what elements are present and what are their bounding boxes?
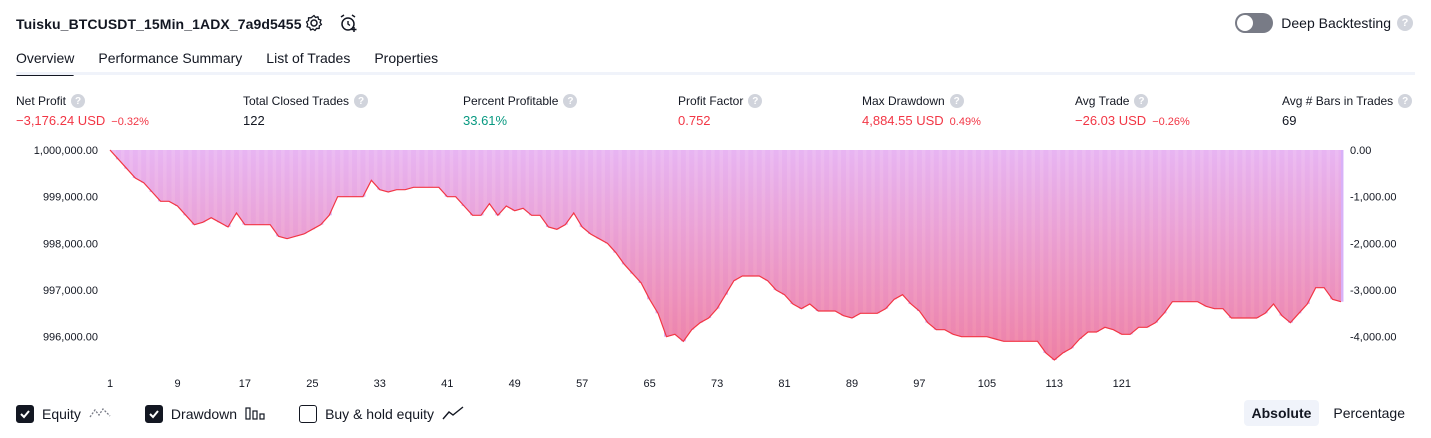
metric-label: Avg Trade (1075, 94, 1130, 108)
question-icon[interactable]: ? (1398, 94, 1413, 108)
metric-value: −3,176.24 USD (16, 113, 106, 128)
drawdown-bars-icon (245, 406, 265, 423)
x-axis-label: 1 (107, 378, 113, 390)
x-axis-label: 33 (374, 378, 386, 390)
absolute-button[interactable]: Absolute (1243, 400, 1320, 426)
metric-label: Percent Profitable (463, 94, 559, 108)
metric-label: Max Drawdown (862, 94, 945, 108)
metrics-row: Net Profit? −3,176.24 USD −0.32% Total Cl… (0, 92, 1431, 132)
metric-percent-profitable: Percent Profitable? 33.61% (463, 92, 578, 128)
left-axis-label: 996,000.00 (43, 332, 98, 344)
tab-performance-summary[interactable]: Performance Summary (98, 50, 243, 66)
left-axis-label: 999,000.00 (43, 192, 98, 204)
metric-value: 4,884.55 USD (862, 113, 944, 128)
equity-checkbox[interactable] (16, 405, 34, 423)
drawdown-checkbox[interactable] (144, 405, 163, 423)
drawdown-label: Drawdown (170, 406, 238, 422)
metric-net-profit: Net Profit? −3,176.24 USD −0.32% (16, 92, 149, 128)
trend-line-icon (442, 405, 464, 423)
right-axis-label: 0.00 (1350, 145, 1371, 157)
x-axis-label: 41 (441, 378, 453, 390)
equity-toggle[interactable]: Equity (16, 405, 111, 423)
strategy-title: Tuisku_BTCUSDT_15Min_1ADX_7a9d5455 (16, 16, 302, 32)
right-axis-label: -4,000.00 (1350, 332, 1396, 344)
question-icon[interactable]: ? (949, 94, 964, 108)
metric-avg-trade: Avg Trade? −26.03 USD −0.26% (1075, 92, 1190, 128)
drawdown-toggle[interactable]: Drawdown (144, 405, 265, 423)
equity-area (110, 150, 1341, 360)
equity-line (109, 149, 1342, 361)
metric-max-drawdown: Max Drawdown? 4,884.55 USD 0.49% (862, 92, 981, 128)
x-axis-label: 25 (306, 378, 318, 390)
question-icon[interactable]: ? (71, 94, 86, 108)
metric-value: 69 (1282, 113, 1297, 128)
right-axis-label: -1,000.00 (1350, 192, 1396, 204)
tab-properties[interactable]: Properties (374, 50, 439, 66)
x-axis-label: 121 (1113, 378, 1131, 390)
metric-value: 0.752 (678, 113, 711, 128)
x-axis-label: 73 (711, 378, 723, 390)
chart-legend: Equity Drawdown Buy & hold equity (16, 402, 498, 426)
x-axis-label: 17 (239, 378, 251, 390)
metric-label: Avg # Bars in Trades (1282, 94, 1394, 108)
scale-mode-switch: Absolute Percentage (1238, 400, 1414, 426)
metric-total-closed-trades: Total Closed Trades? 122 (243, 92, 369, 128)
equity-drawdown-chart[interactable]: 1,000,000.00 999,000.00 998,000.00 997,000.… (0, 138, 1431, 393)
x-axis-label: 65 (643, 378, 655, 390)
x-axis-label: 105 (978, 378, 996, 390)
buyhold-toggle[interactable]: Buy & hold equity (299, 405, 464, 423)
left-axis-label: 997,000.00 (43, 285, 98, 297)
chart-canvas: 1,000,000.00 999,000.00 998,000.00 997,000.… (34, 145, 1397, 390)
deep-backtesting-toggle[interactable] (1235, 13, 1274, 33)
alarm-clock-plus-icon[interactable] (337, 12, 359, 34)
equity-line-icon (89, 406, 111, 423)
right-axis-label: -2,000.00 (1350, 238, 1396, 250)
x-axis-label: 113 (1046, 378, 1064, 390)
metric-percent: 0.49% (949, 116, 981, 128)
question-icon[interactable]: ? (748, 94, 763, 108)
metric-label: Net Profit (16, 94, 67, 108)
left-axis-label: 1,000,000.00 (34, 145, 98, 157)
metric-value: −26.03 USD (1075, 113, 1147, 128)
x-axis-label: 49 (509, 378, 521, 390)
metric-profit-factor: Profit Factor? 0.752 (678, 92, 763, 128)
metric-value: 122 (243, 113, 265, 128)
x-axis-label: 97 (913, 378, 925, 390)
right-axis-label: -3,000.00 (1350, 285, 1396, 297)
x-axis-label: 57 (576, 378, 588, 390)
tab-list-of-trades[interactable]: List of Trades (266, 50, 351, 66)
question-icon[interactable]: ? (563, 94, 578, 108)
metric-label: Total Closed Trades (243, 94, 350, 108)
toggle-knob (1237, 15, 1254, 31)
metric-value: 33.61% (463, 113, 508, 128)
report-tabs: Overview Performance Summary List of Tra… (16, 46, 462, 76)
left-axis-label: 998,000.00 (43, 238, 98, 250)
question-icon[interactable]: ? (1134, 94, 1149, 108)
deep-backtesting-control: Deep Backtesting ? (1235, 12, 1413, 34)
equity-label: Equity (42, 406, 81, 422)
x-axis-label: 89 (846, 378, 858, 390)
buyhold-label: Buy & hold equity (325, 406, 435, 422)
deep-backtesting-label: Deep Backtesting (1281, 15, 1391, 31)
x-axis-label: 9 (174, 378, 180, 390)
metric-label: Profit Factor (678, 94, 744, 108)
metric-percent: −0.26% (1152, 116, 1190, 128)
percentage-button[interactable]: Percentage (1333, 405, 1405, 421)
buyhold-checkbox[interactable] (299, 405, 318, 423)
metric-percent: −0.32% (111, 116, 149, 128)
question-icon[interactable]: ? (1397, 15, 1413, 31)
metric-avg-bars-in-trades: Avg # Bars in Trades? 69 (1282, 92, 1413, 128)
top-bar: Tuisku_BTCUSDT_15Min_1ADX_7a9d5455 Deep … (0, 0, 1431, 46)
settings-gear-icon[interactable] (303, 12, 325, 34)
question-icon[interactable]: ? (354, 94, 369, 108)
x-axis-label: 81 (778, 378, 790, 390)
tabs-divider (16, 72, 1415, 75)
